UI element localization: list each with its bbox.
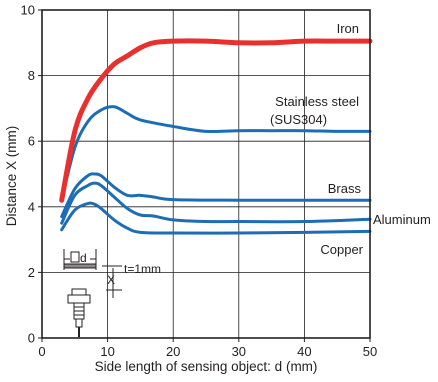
- sensor-cable-end: [75, 318, 83, 328]
- sensor-nut-top: [71, 288, 87, 296]
- series-line-brass: [60, 172, 372, 219]
- series-lines: [59, 38, 373, 235]
- series-label-copper: Copper: [320, 242, 363, 257]
- y-tick-label: 8: [28, 68, 35, 83]
- series-line-stainless-steel-sus304: [60, 105, 372, 202]
- square-symbol: [70, 251, 80, 263]
- y-tick-label: 2: [28, 265, 35, 280]
- y-tick-label: 0: [28, 331, 35, 346]
- x-tick-label: 0: [38, 344, 45, 359]
- y-tick-label: 10: [21, 3, 35, 18]
- x-tick-label: 20: [166, 344, 180, 359]
- y-tick-label: 6: [28, 134, 35, 149]
- series-line-copper: [60, 201, 372, 235]
- x-axis-title: Side length of sensing object: d (mm): [95, 359, 318, 374]
- x-tick-label: 30: [232, 344, 246, 359]
- inset-d-label: d: [80, 251, 87, 265]
- sensor-diagram: [63, 249, 122, 337]
- x-tick-label: 50: [363, 344, 377, 359]
- plot-frame: [41, 9, 371, 339]
- series-labels: Iron Stainless steel (SUS304) Brass Aluminum…: [270, 21, 431, 257]
- series-line-aluminum: [60, 181, 372, 225]
- target-plate: [63, 263, 97, 269]
- series-label-aluminum: Aluminum: [373, 212, 431, 227]
- series-label-iron: Iron: [337, 21, 359, 36]
- series-label-stainless-steel-sus304: Stainless steel: [275, 94, 359, 109]
- y-tick-label: 4: [28, 199, 35, 214]
- y-axis-title: Distance X (mm): [4, 126, 19, 227]
- ticks: 0 10 20 30 40 50 0 2 4 6 8 10: [21, 3, 378, 360]
- series-line-iron: [59, 38, 373, 203]
- series-label-stainless-steel-sus304-line2: (SUS304): [270, 112, 327, 127]
- series-label-brass: Brass: [328, 181, 362, 196]
- inset-x-label: X: [107, 273, 115, 287]
- x-tick-label: 40: [297, 344, 311, 359]
- x-tick-label: 10: [100, 344, 114, 359]
- inset-t-label: t=1mm: [124, 262, 161, 276]
- sensor-nut: [67, 294, 91, 304]
